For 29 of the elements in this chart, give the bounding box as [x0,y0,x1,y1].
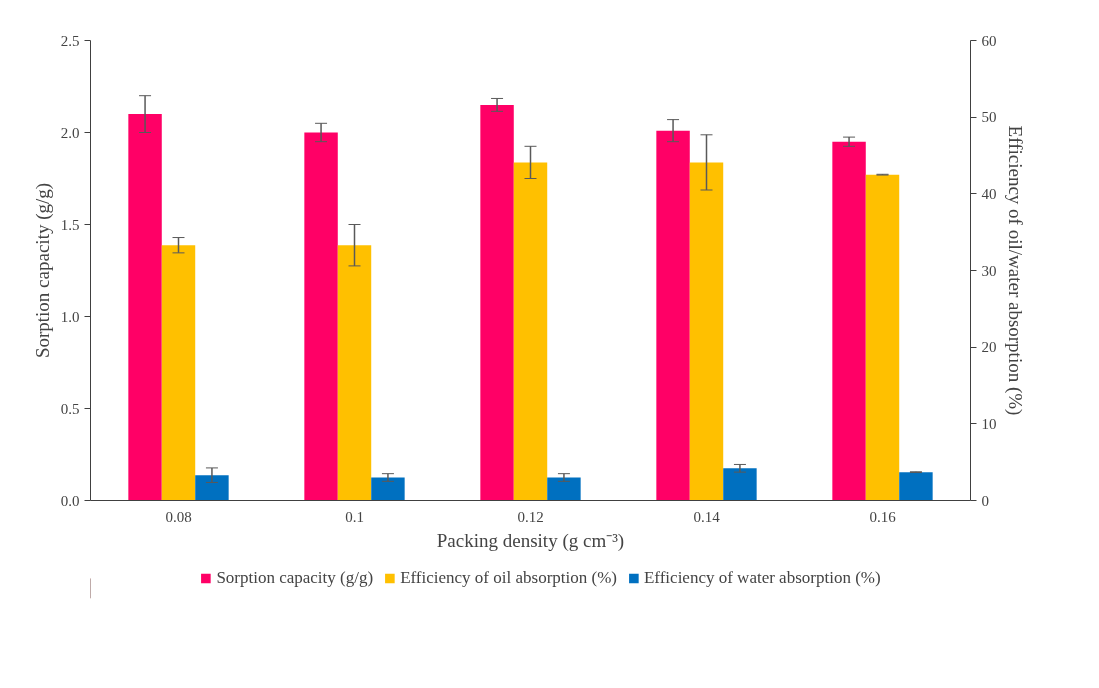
legend-label: Efficiency of oil absorption (%) [400,568,617,588]
y2-tick-label: 30 [981,262,997,279]
bar [547,477,581,501]
x-tick-label: 0.14 [693,508,721,525]
y2-tick-label: 0 [981,492,989,509]
y-tick-label: 1.5 [60,216,80,233]
bar [723,468,757,501]
x-tick-label: 0.1 [345,508,364,525]
y-tick-label: 1.0 [60,308,80,325]
legend-label: Efficiency of water absorption (%) [643,568,881,588]
y-tick-label: 0.5 [60,400,80,417]
bar [899,472,933,501]
bar [371,477,405,501]
y2-axis-title: Efficiency of oil/water absorption (%) [1003,125,1026,416]
x-tick-label: 0.16 [869,508,897,525]
y-axis-title: Sorption capacity (g/g) [31,182,54,359]
bar [195,475,229,501]
y-tick-label: 2.5 [60,32,80,49]
y2-tick-label: 20 [981,339,997,356]
y2-tick-label: 50 [981,109,997,126]
x-tick-label: 0.08 [165,508,192,525]
x-tick-label: 0.12 [517,508,544,525]
y-tick-label: 0.0 [60,492,80,509]
legend-label: Sorption capacity (g/g) [216,568,374,588]
x-axis-title: Packing density (g cm⁻³) [436,529,625,552]
y2-tick-label: 10 [981,415,997,432]
y2-tick-label: 60 [981,32,997,49]
y2-tick-label: 40 [981,185,997,202]
y-tick-label: 2.0 [60,124,80,141]
